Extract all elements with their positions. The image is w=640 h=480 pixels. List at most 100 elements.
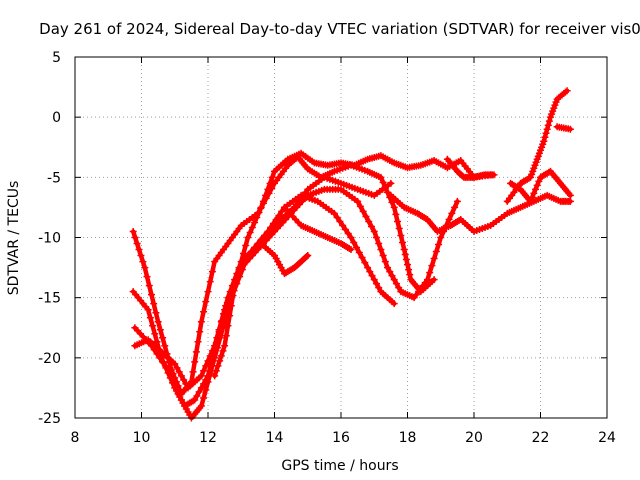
data-point [341,225,349,233]
data-point [386,268,394,276]
data-point [402,256,410,264]
y-tick-label: 5 [52,50,61,66]
series-sat-12 [553,123,574,133]
data-point [257,203,265,211]
data-point [405,266,413,274]
data-point [372,234,380,241]
data-point [426,269,434,277]
data-point [169,376,177,384]
data-point [229,292,237,300]
data-point [231,282,239,290]
y-axis-label: SDTVAR / TECUs [6,181,22,296]
data-point [196,328,204,336]
data-point [350,239,358,247]
x-tick-label: 20 [465,430,483,446]
data-point [197,318,205,326]
data-point [544,121,552,129]
data-point [152,309,160,317]
data-point [253,213,261,221]
data-point [150,300,158,308]
data-point [144,306,152,314]
data-point [330,209,338,217]
data-point [392,210,400,218]
data-point [191,396,199,404]
data-point [248,223,256,231]
data-point [202,298,210,306]
data-point [255,208,263,216]
data-point [222,332,230,340]
data-point [375,284,383,292]
data-point [399,239,407,247]
data-point [451,203,459,211]
data-point [437,234,445,241]
data-point [430,255,438,263]
data-point [153,338,161,346]
data-point [268,173,276,181]
data-point [432,248,440,256]
x-axis-label: GPS time / hours [281,458,398,474]
data-point [453,197,461,205]
data-point [406,271,414,279]
data-point [224,322,232,330]
data-point [355,249,363,257]
data-point [543,125,551,133]
data-point [192,348,200,356]
data-point [197,402,205,410]
series-sat-7 [280,203,355,254]
data-point [530,189,538,197]
data-point [212,367,220,375]
data-point [204,378,212,386]
series-sat-10 [503,87,571,205]
x-tick-label: 12 [199,430,217,446]
data-point [401,251,409,259]
data-point [394,217,402,225]
data-point [239,250,247,258]
data-point [189,368,197,376]
y-tick-label: -25 [38,411,61,427]
data-point [251,218,259,226]
data-point [370,227,378,235]
data-point [206,352,214,360]
data-point [171,381,179,389]
data-point [226,312,234,320]
data-point [156,354,164,362]
data-point [235,266,243,274]
data-point [361,259,369,267]
data-point [233,274,241,282]
x-tick-label: 24 [598,430,616,446]
data-point [377,173,385,181]
data-point [275,211,283,219]
data-point [211,372,219,380]
y-tick-label: -15 [38,291,61,307]
data-point [365,217,373,225]
data-point [237,258,245,266]
data-point [368,272,376,280]
data-point [264,185,272,193]
data-point [161,362,169,370]
data-point [392,280,400,288]
data-point [161,342,169,350]
data-point [347,246,355,254]
data-point [356,202,364,210]
data-point [159,358,167,366]
data-point [175,368,183,376]
data-point [131,234,139,241]
data-point [200,394,208,402]
data-point [244,234,252,241]
data-point [217,318,225,326]
x-tick-label: 16 [332,430,350,446]
data-point [333,213,341,221]
data-point [266,179,274,187]
data-point [395,284,403,292]
data-point [214,362,222,370]
data-point [344,229,352,237]
y-tick-label: -5 [47,170,61,186]
data-point [262,191,270,199]
data-point [219,347,227,355]
data-point [532,185,540,193]
x-tick-label: 8 [71,430,80,446]
data-point [390,276,398,284]
data-point [372,280,380,288]
data-point [278,207,286,215]
data-point [303,253,311,261]
